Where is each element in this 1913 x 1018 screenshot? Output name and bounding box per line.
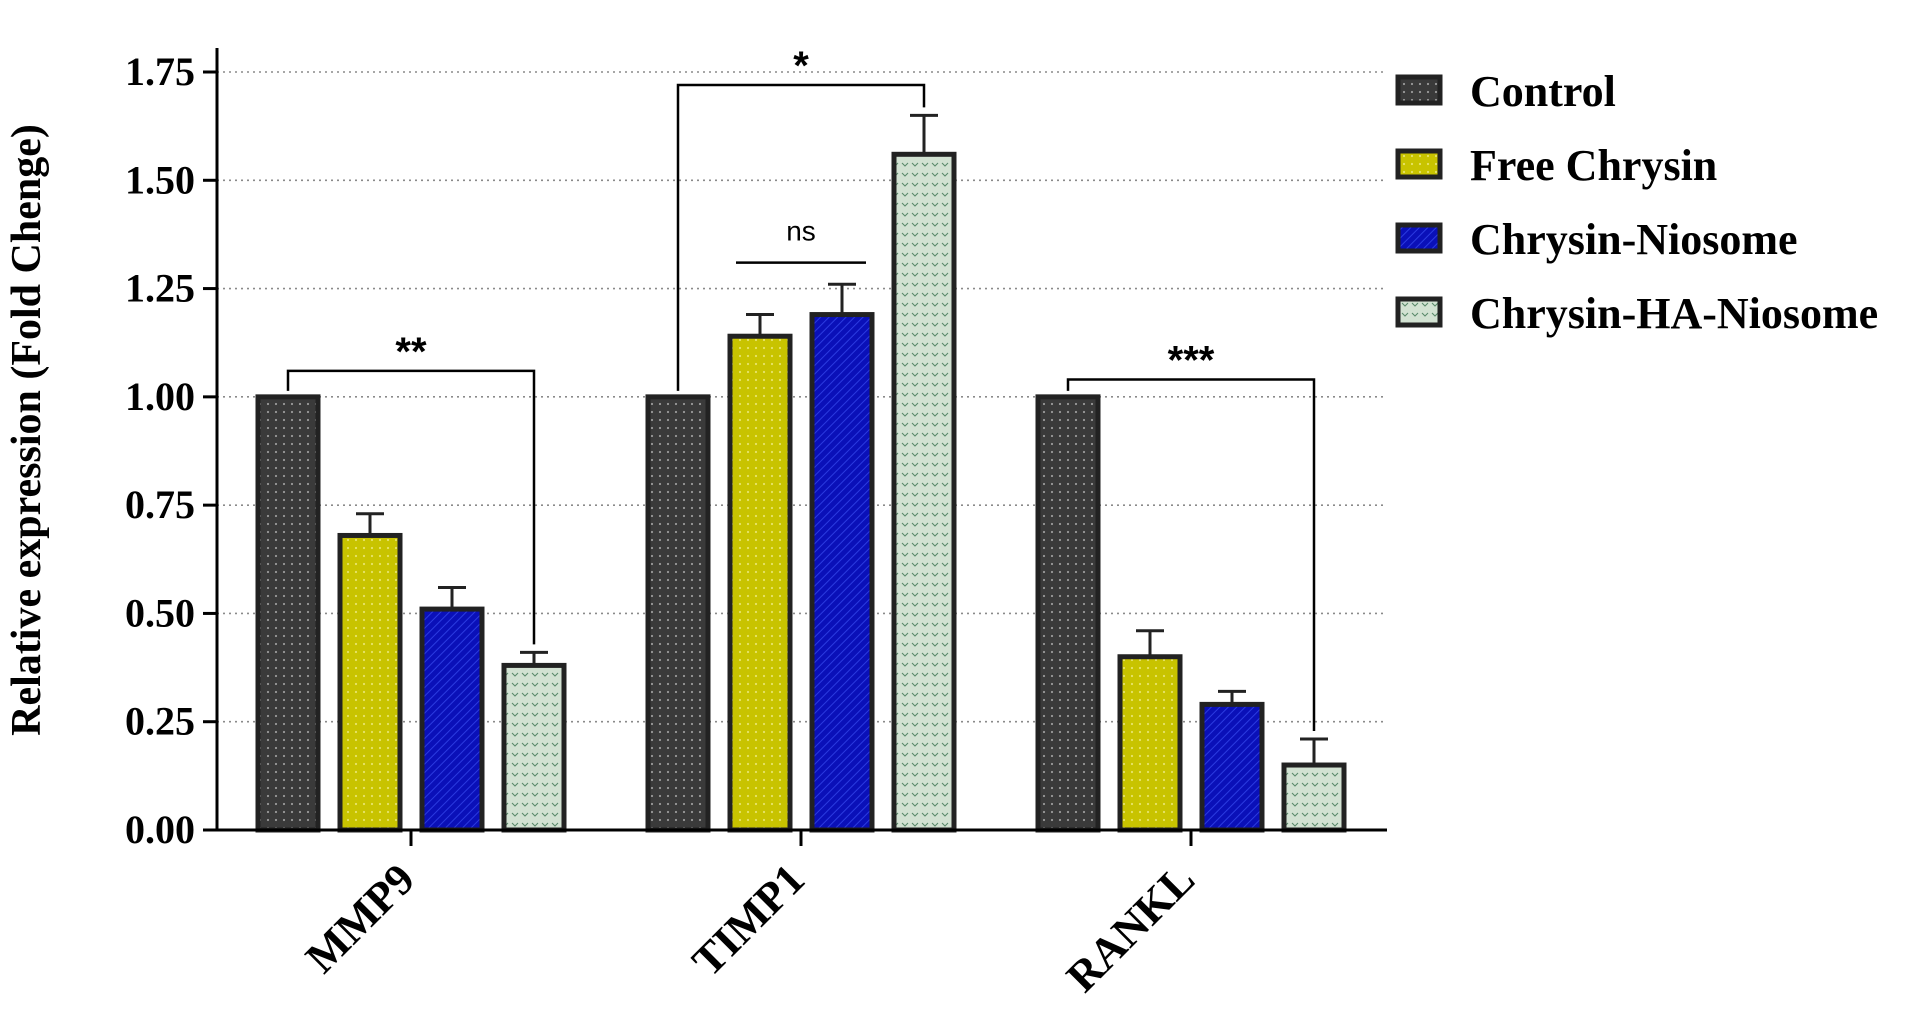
significance-label: ** [395, 330, 427, 374]
legend-swatch [1395, 296, 1443, 328]
bar-timp1-chrysin-niosome [809, 312, 875, 833]
y-tick-label: 0.50 [125, 590, 195, 635]
bars [255, 113, 1347, 833]
bar-mmp9-chrysin-ha-niosome [501, 662, 567, 833]
legend-swatch [1395, 148, 1443, 180]
significance-label: * [793, 44, 809, 88]
bar-rankl-free-chrysin [1117, 654, 1183, 833]
bar-timp1-control [645, 394, 711, 833]
legend: Control Free Chrysin Chrysin-Niosome Chrysi… [1395, 67, 1878, 338]
significance-label: *** [1168, 339, 1215, 383]
y-tick-label: 1.50 [125, 157, 195, 202]
y-tick-label: 0.25 [125, 699, 195, 744]
bar-mmp9-free-chrysin [337, 532, 403, 833]
bar-mmp9-chrysin-niosome [419, 606, 485, 833]
legend-label: Control [1470, 67, 1616, 116]
bar-timp1-free-chrysin [727, 333, 793, 833]
y-axis-title: Relative expression (Fold Chenge) [4, 124, 50, 736]
significance-label: ns [786, 216, 816, 247]
legend-label: Chrysin-HA-Niosome [1470, 289, 1878, 338]
y-tick-label: 0.75 [125, 482, 195, 527]
bar-rankl-chrysin-niosome [1199, 701, 1265, 833]
y-tick-label: 1.75 [125, 49, 195, 94]
x-category-label: MMP9 [296, 854, 424, 982]
significance-bracket [1066, 378, 1316, 732]
bar-rankl-chrysin-ha-niosome [1281, 762, 1347, 833]
x-category-label: RANKL [1057, 854, 1204, 1001]
significance-bracket [286, 369, 536, 645]
bar-timp1-chrysin-ha-niosome [891, 151, 957, 833]
legend-swatch [1395, 222, 1443, 254]
x-category-label: TIMP1 [683, 854, 814, 985]
y-tick-label: 0.00 [125, 807, 195, 852]
legend-label: Free Chrysin [1470, 141, 1717, 190]
significance-annotations: ***ns*** [286, 44, 1316, 732]
y-tick-label: 1.00 [125, 374, 195, 419]
y-tick-label: 1.25 [125, 266, 195, 311]
significance-bracket [676, 83, 926, 391]
bar-rankl-control [1035, 394, 1101, 833]
legend-swatch [1395, 74, 1443, 106]
legend-label: Chrysin-Niosome [1470, 215, 1798, 264]
bar-mmp9-control [255, 394, 321, 833]
